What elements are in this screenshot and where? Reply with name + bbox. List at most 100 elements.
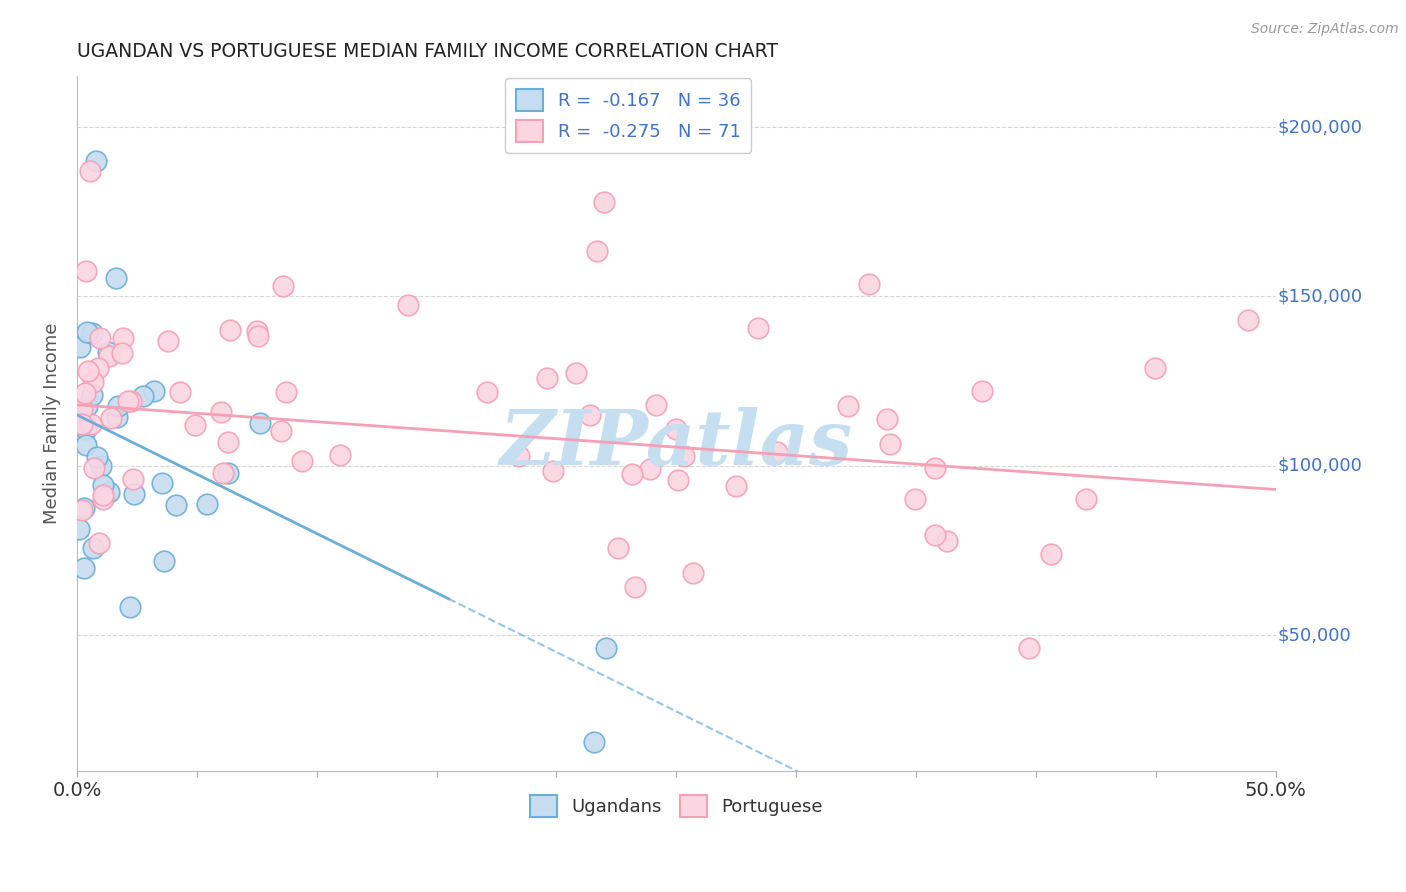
Point — [936, 534, 959, 549]
Point — [70, 401, 93, 416]
Y-axis label: Median Family Income: Median Family Income — [44, 323, 60, 524]
Point — [105, 270, 128, 285]
Point — [150, 476, 173, 491]
Point — [666, 473, 689, 487]
Point — [586, 244, 609, 258]
Point — [120, 393, 142, 408]
Point — [747, 320, 769, 334]
Point — [70, 417, 93, 431]
Point — [219, 323, 242, 337]
Point — [73, 501, 96, 516]
Point — [84, 153, 107, 168]
Point — [682, 566, 704, 581]
Point — [98, 349, 121, 363]
Point — [624, 580, 647, 594]
Point — [673, 449, 696, 463]
Point — [724, 479, 747, 493]
Point — [644, 398, 666, 412]
Point — [93, 478, 115, 492]
Point — [76, 399, 98, 413]
Point — [274, 385, 297, 400]
Point — [620, 467, 643, 482]
Point — [1143, 361, 1166, 376]
Point — [1074, 492, 1097, 507]
Text: $50,000: $50,000 — [1278, 626, 1351, 644]
Point — [87, 361, 110, 376]
Point — [107, 399, 129, 413]
Point — [75, 385, 97, 400]
Point — [247, 329, 270, 343]
Point — [541, 464, 564, 478]
Point — [169, 384, 191, 399]
Point — [970, 384, 993, 399]
Point — [593, 194, 616, 209]
Point — [582, 734, 605, 748]
Point — [211, 405, 233, 419]
Point — [86, 450, 108, 465]
Text: $100,000: $100,000 — [1278, 457, 1362, 475]
Point — [858, 277, 880, 292]
Point — [100, 411, 122, 425]
Point — [271, 279, 294, 293]
Point — [837, 400, 859, 414]
Point — [75, 422, 97, 436]
Point — [80, 417, 103, 432]
Point — [291, 454, 314, 468]
Point — [270, 425, 292, 439]
Point — [246, 324, 269, 338]
Point — [879, 436, 901, 450]
Text: $200,000: $200,000 — [1278, 118, 1362, 136]
Point — [195, 497, 218, 511]
Point — [475, 385, 498, 400]
Point — [665, 422, 688, 436]
Point — [876, 411, 898, 425]
Text: $150,000: $150,000 — [1278, 287, 1362, 305]
Point — [112, 331, 135, 345]
Point — [564, 366, 586, 380]
Text: ZIPatlas: ZIPatlas — [499, 408, 853, 482]
Point — [97, 344, 120, 359]
Point — [132, 389, 155, 403]
Point — [117, 394, 139, 409]
Point — [638, 462, 661, 476]
Point — [76, 326, 98, 340]
Point — [329, 448, 352, 462]
Point — [70, 503, 93, 517]
Point — [536, 371, 558, 385]
Point — [924, 461, 946, 475]
Point — [79, 164, 101, 178]
Point — [83, 461, 105, 475]
Point — [69, 522, 91, 536]
Point — [89, 331, 111, 345]
Point — [217, 466, 239, 480]
Point — [89, 536, 111, 550]
Point — [143, 384, 166, 398]
Point — [396, 298, 419, 312]
Point — [80, 326, 103, 340]
Point — [595, 641, 617, 656]
Point — [82, 375, 104, 389]
Text: UGANDAN VS PORTUGUESE MEDIAN FAMILY INCOME CORRELATION CHART: UGANDAN VS PORTUGUESE MEDIAN FAMILY INCO… — [77, 42, 778, 61]
Point — [72, 560, 94, 574]
Point — [153, 554, 176, 568]
Point — [579, 409, 602, 423]
Point — [121, 473, 143, 487]
Point — [1018, 641, 1040, 656]
Point — [211, 466, 233, 480]
Point — [904, 492, 927, 507]
Point — [91, 488, 114, 502]
Point — [508, 449, 530, 463]
Point — [865, 819, 887, 833]
Point — [77, 363, 100, 377]
Point — [105, 409, 128, 424]
Text: Source: ZipAtlas.com: Source: ZipAtlas.com — [1251, 22, 1399, 37]
Point — [766, 445, 789, 459]
Point — [217, 435, 239, 450]
Point — [166, 498, 188, 512]
Legend: Ugandans, Portuguese: Ugandans, Portuguese — [523, 788, 830, 824]
Point — [80, 388, 103, 402]
Point — [75, 264, 97, 278]
Point — [157, 334, 180, 348]
Point — [120, 600, 142, 615]
Point — [98, 484, 121, 499]
